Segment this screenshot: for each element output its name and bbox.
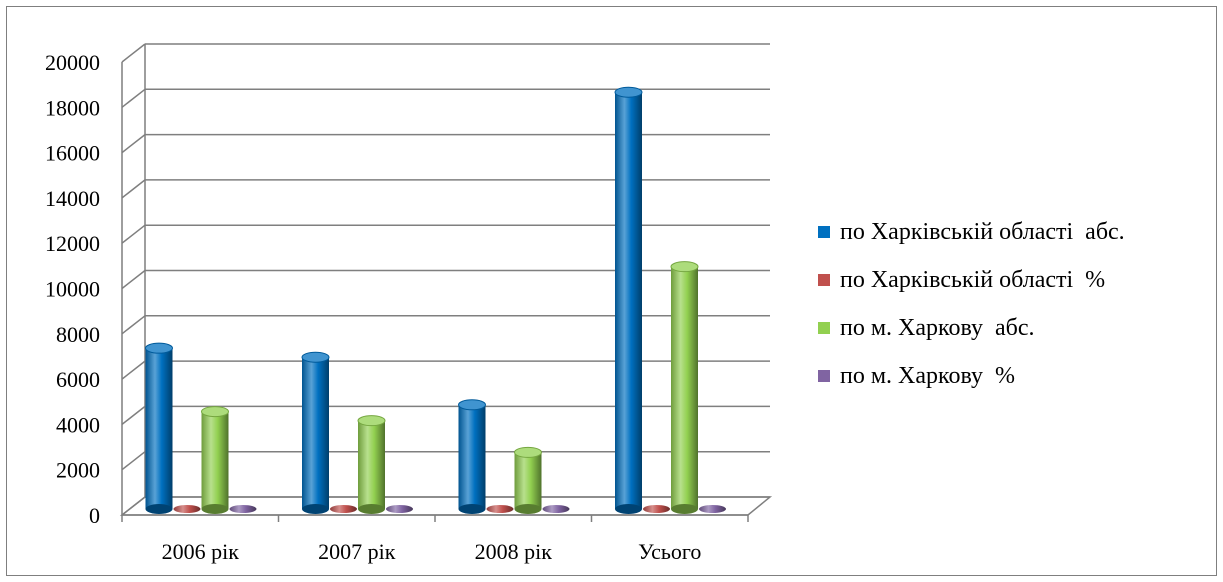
x-tick-label: 2008 рік: [475, 539, 553, 564]
bar-top: [514, 446, 542, 458]
gridline-depth: [121, 405, 146, 425]
chart-legend: по Харківській області абс. по Харківськ…: [818, 208, 1218, 400]
gridline-depth: [121, 269, 146, 290]
bar: [514, 452, 542, 509]
bar-base: [458, 504, 486, 514]
legend-label: по Харківській області %: [840, 266, 1106, 293]
bar-base: [358, 504, 385, 514]
legend-item: по м. Харкову абс.: [818, 304, 1218, 352]
bar-base: [145, 504, 173, 514]
bar: [330, 505, 357, 513]
bar: [458, 404, 486, 509]
bar-base: [201, 504, 229, 514]
bar-base: [615, 504, 642, 514]
bar-top: [670, 261, 699, 273]
y-tick-label: 8000: [56, 322, 100, 347]
bar: [615, 92, 642, 510]
bar: [173, 505, 201, 513]
gridline-depth: [121, 451, 146, 471]
bar-top: [301, 351, 330, 363]
gridline-depth: [121, 88, 146, 108]
legend-swatch: [818, 370, 830, 382]
chart-frame: [6, 6, 1217, 576]
bar: [486, 505, 514, 513]
bar-top: [458, 399, 486, 411]
y-tick-label: 2000: [56, 458, 100, 483]
gridline-depth: [121, 43, 146, 63]
legend-item: по Харківській області %: [818, 256, 1218, 304]
x-tick-label: 2006 рік: [162, 539, 240, 564]
x-tick-label: 2007 рік: [318, 539, 396, 564]
gridline-depth: [121, 315, 146, 335]
legend-swatch: [818, 226, 830, 238]
gridline-depth: [121, 134, 146, 154]
bar: [386, 505, 413, 513]
legend-label: по м. Харкову %: [840, 362, 1015, 389]
bar-base: [302, 504, 329, 514]
legend-label: по Харківській області абс.: [840, 218, 1125, 245]
bar-top: [145, 342, 173, 354]
bar: [229, 505, 257, 513]
x-tick-label: Усього: [638, 539, 701, 564]
y-tick-label: 4000: [56, 412, 100, 437]
bar: [643, 505, 670, 513]
bar: [201, 411, 229, 509]
legend-swatch: [818, 322, 830, 334]
bar-base: [671, 504, 698, 514]
y-tick-label: 12000: [45, 231, 100, 256]
bar-top: [201, 406, 229, 418]
y-tick-label: 16000: [45, 141, 100, 166]
y-tick-label: 6000: [56, 367, 100, 392]
legend-item: по м. Харкову %: [818, 352, 1218, 400]
bar: [542, 505, 570, 513]
legend-label: по м. Харкову абс.: [840, 314, 1035, 341]
gridline-depth: [121, 179, 146, 199]
bar: [302, 357, 329, 509]
y-tick-label: 20000: [45, 50, 100, 75]
y-tick-label: 14000: [45, 186, 100, 211]
bar: [671, 266, 698, 509]
legend-swatch: [818, 274, 830, 286]
gridline-depth: [121, 360, 146, 380]
bar: [145, 348, 173, 509]
bar: [358, 420, 385, 509]
gridline-depth: [121, 224, 146, 244]
bar-top: [357, 415, 386, 427]
y-tick-label: 18000: [45, 95, 100, 120]
legend-item: по Харківській області абс.: [818, 208, 1218, 256]
y-tick-label: 0: [89, 503, 100, 528]
bar-top: [614, 86, 643, 98]
y-tick-label: 10000: [45, 277, 100, 302]
bar: [699, 505, 726, 513]
bar-base: [514, 504, 542, 514]
